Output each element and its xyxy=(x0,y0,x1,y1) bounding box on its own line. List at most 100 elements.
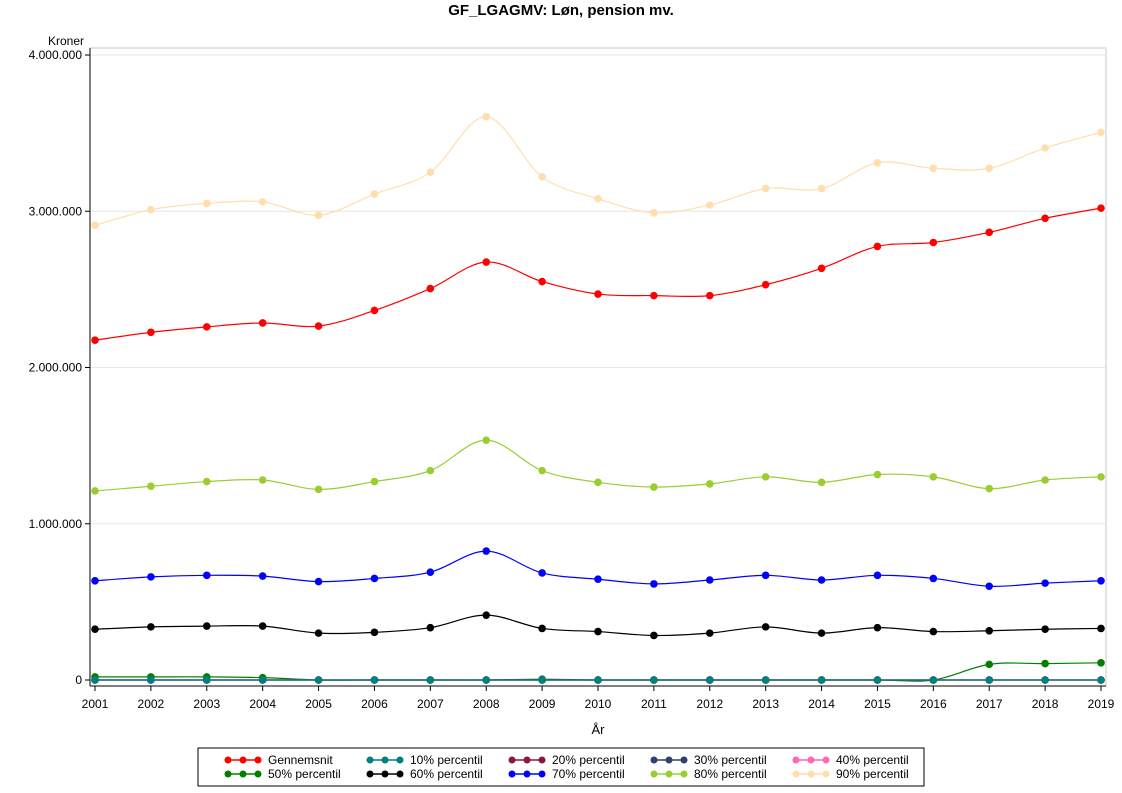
x-tick-label: 2011 xyxy=(641,697,667,711)
data-point xyxy=(650,209,658,217)
x-tick-label: 2016 xyxy=(920,697,947,711)
series-9 xyxy=(91,436,1105,495)
legend-label: 40% percentil xyxy=(836,753,909,767)
legend-label: 50% percentil xyxy=(268,767,341,781)
data-point xyxy=(705,576,714,584)
data-point xyxy=(538,466,546,475)
legend-item: Gennemsnit xyxy=(224,753,333,767)
data-point xyxy=(929,627,938,636)
data-point xyxy=(482,676,491,684)
legend-frame xyxy=(197,747,925,787)
x-tick-label: 2015 xyxy=(864,697,891,711)
y-tick-label: 0 xyxy=(75,673,82,687)
y-axis: 0 1.000.000 2.000.000 3.000.000 4.000.000 xyxy=(29,48,91,687)
data-point xyxy=(202,622,211,630)
x-tick-label: 2002 xyxy=(138,697,165,711)
legend-swatch-marker xyxy=(650,770,658,778)
data-point xyxy=(705,629,714,637)
legend-item: 20% percentil xyxy=(508,753,625,767)
data-point xyxy=(202,477,211,486)
data-point xyxy=(314,629,323,637)
data-point xyxy=(91,625,99,634)
legend-swatch-marker xyxy=(254,770,262,778)
legend-swatch-marker xyxy=(254,756,262,764)
legend-label: 80% percentil xyxy=(694,767,767,781)
data-point xyxy=(985,164,994,173)
legend-swatch-marker xyxy=(807,756,815,764)
data-point xyxy=(761,623,770,631)
data-point xyxy=(314,322,323,330)
data-point xyxy=(370,676,379,684)
data-point xyxy=(258,676,267,684)
legend-swatch-marker xyxy=(381,756,389,764)
legend-swatch-marker xyxy=(224,756,232,764)
data-point xyxy=(650,631,658,640)
data-point xyxy=(147,328,155,337)
data-point xyxy=(705,480,714,488)
data-point xyxy=(482,112,491,121)
data-point xyxy=(147,676,155,684)
data-point xyxy=(258,476,267,484)
data-point xyxy=(761,676,770,684)
legend-item: 10% percentil xyxy=(366,753,483,767)
legend-swatch-marker xyxy=(665,770,673,778)
data-point xyxy=(258,319,267,327)
data-point xyxy=(594,627,602,636)
data-point xyxy=(1041,625,1049,634)
data-point xyxy=(370,306,379,315)
x-tick-label: 2010 xyxy=(585,697,612,711)
data-point xyxy=(929,676,938,684)
x-tick-label: 2013 xyxy=(752,697,779,711)
data-point xyxy=(1041,144,1049,152)
data-point xyxy=(929,473,938,481)
legend-label: 30% percentil xyxy=(694,753,767,767)
data-point xyxy=(538,676,546,684)
data-point xyxy=(761,571,770,580)
data-point xyxy=(705,291,714,300)
series-line xyxy=(94,116,1102,226)
data-point xyxy=(1097,676,1105,684)
data-point xyxy=(258,622,267,630)
data-point xyxy=(650,580,658,588)
data-point xyxy=(426,568,435,576)
data-point xyxy=(650,483,658,491)
legend-swatch-marker xyxy=(807,770,815,778)
data-point xyxy=(370,574,379,583)
legend-swatch-marker xyxy=(792,770,800,778)
data-point xyxy=(985,626,994,635)
data-point xyxy=(370,477,379,486)
legend-swatch-marker xyxy=(523,756,531,764)
data-point xyxy=(1041,579,1049,587)
legend: Gennemsnit 10% percentil 20% percentil 30% … xyxy=(197,747,925,787)
series-group xyxy=(91,112,1105,684)
y-tick-label: 4.000.000 xyxy=(29,48,83,62)
legend-swatch-marker xyxy=(680,756,688,764)
x-tick-label: 2019 xyxy=(1088,697,1115,711)
data-point xyxy=(985,660,994,669)
x-axis-label: År xyxy=(592,722,606,737)
x-tick-label: 2007 xyxy=(417,697,444,711)
legend-item: 40% percentil xyxy=(792,753,909,767)
legend-item: 90% percentil xyxy=(792,767,909,781)
legend-item: 30% percentil xyxy=(650,753,767,767)
x-tick-label: 2005 xyxy=(305,697,332,711)
legend-swatch-marker xyxy=(508,770,516,778)
data-point xyxy=(873,242,882,251)
legend-label: 90% percentil xyxy=(836,767,909,781)
data-point xyxy=(873,470,882,479)
data-point xyxy=(258,198,267,206)
x-tick-label: 2009 xyxy=(529,697,556,711)
legend-swatch-marker xyxy=(239,756,247,764)
x-axis: 2001 2002 2003 2004 2005 2006 2007 2008 2009 2010… xyxy=(82,685,1115,711)
legend-swatch-marker xyxy=(366,756,374,764)
data-point xyxy=(538,277,546,286)
data-point xyxy=(929,164,938,173)
data-point xyxy=(985,484,994,493)
data-point xyxy=(426,466,435,475)
series-line xyxy=(94,207,1102,341)
legend-swatch-marker xyxy=(822,756,830,764)
data-point xyxy=(873,623,882,632)
data-point xyxy=(147,482,155,491)
data-point xyxy=(147,623,155,631)
